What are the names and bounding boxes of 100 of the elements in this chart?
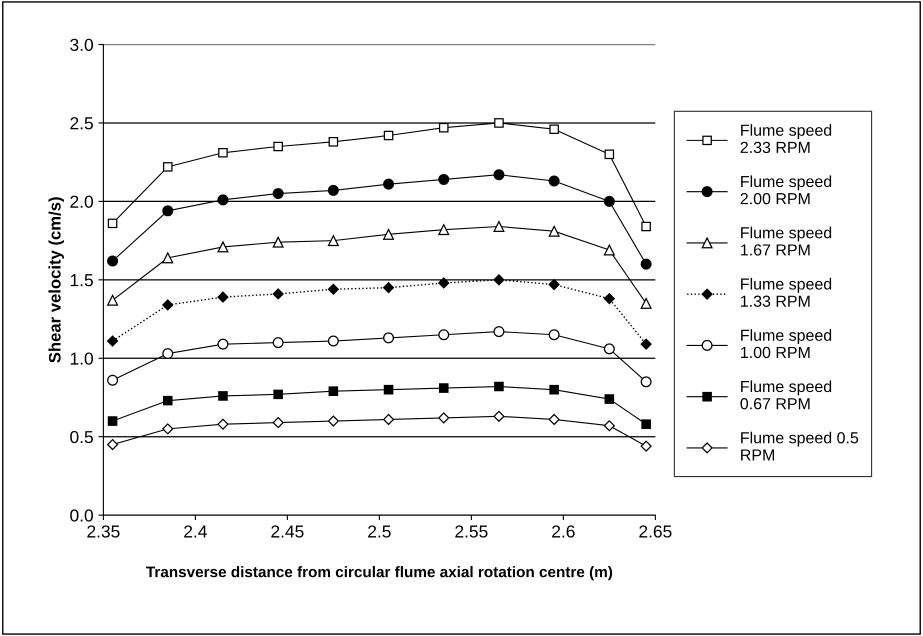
point (640, 298, 652, 309)
point (548, 414, 560, 425)
point (438, 224, 450, 236)
point (217, 418, 228, 430)
point (162, 423, 174, 434)
legend-label: Flume speed 0.67 RPM (740, 380, 832, 410)
point (548, 329, 560, 340)
point (641, 222, 651, 232)
point (162, 252, 174, 264)
x-tick-label: 2.6 (552, 525, 575, 538)
point (272, 236, 284, 248)
point (272, 188, 284, 200)
x-tick-label: 2.4 (184, 525, 207, 538)
x-axis-title: Transverse distance from circular flume axial rotation centre (m) (146, 566, 612, 580)
point (218, 148, 228, 158)
point (494, 118, 504, 128)
point (383, 414, 394, 425)
point (162, 162, 173, 172)
point (328, 184, 339, 196)
point (604, 244, 615, 256)
point (107, 374, 118, 386)
point (328, 415, 339, 427)
point (494, 382, 504, 392)
point (604, 343, 615, 354)
point (549, 124, 559, 134)
y-tick-label: 2.5 (70, 117, 93, 130)
point (604, 394, 614, 404)
point (272, 337, 284, 348)
point (217, 194, 228, 206)
y-tick-label: 3.0 (70, 38, 93, 51)
x-tick-label: 2.35 (87, 525, 120, 538)
point (549, 384, 559, 394)
point (217, 241, 228, 252)
point (493, 326, 504, 338)
point (273, 142, 283, 152)
legend-label: Flume speed 0.5 RPM (741, 432, 858, 460)
y-axis-title: Shear velocity (cm/s) (48, 197, 64, 363)
point (107, 439, 118, 450)
point (328, 136, 338, 147)
point (604, 196, 615, 207)
point (218, 391, 228, 401)
point (641, 419, 651, 429)
point (383, 228, 394, 240)
point (640, 258, 652, 270)
point (108, 218, 118, 228)
point (383, 282, 394, 294)
y-tick-label: 0.5 (70, 430, 93, 444)
point (438, 174, 450, 185)
x-tick-label: 2.45 (271, 525, 304, 538)
point (383, 178, 394, 190)
point (493, 169, 504, 180)
point (273, 390, 283, 400)
point (548, 176, 560, 186)
x-tick-label: 2.65 (639, 525, 672, 538)
legend-label: Flume speed 1.33 RPM (741, 278, 832, 307)
point (107, 294, 118, 306)
point (640, 338, 652, 350)
point (328, 235, 339, 246)
point (162, 299, 174, 310)
point (493, 221, 504, 232)
point (438, 383, 449, 393)
x-tick-label: 2.5 (368, 525, 391, 538)
point (548, 226, 560, 237)
point (493, 410, 504, 422)
y-tick-label: 1.5 (70, 274, 93, 286)
point (108, 416, 118, 426)
legend-label: Flume speed 1.67 RPM (741, 226, 832, 256)
point (107, 335, 118, 347)
point (162, 205, 174, 216)
y-tick-label: 0.0 (70, 509, 93, 522)
point (438, 412, 450, 424)
point (162, 348, 174, 360)
point (328, 336, 339, 347)
legend-label: Flume speed 2.00 RPM (740, 175, 832, 204)
legend-label: Flume speed 1.00 RPM (741, 329, 832, 358)
point (217, 292, 228, 303)
point (217, 338, 228, 350)
y-tick-label: 2.0 (70, 196, 93, 208)
point (328, 386, 338, 396)
point (604, 150, 614, 160)
point (107, 256, 118, 266)
point (640, 440, 652, 452)
point (272, 288, 284, 300)
point (438, 277, 450, 289)
point (604, 293, 615, 304)
point (383, 332, 394, 344)
point (640, 376, 652, 388)
point (162, 396, 173, 406)
x-tick-label: 2.55 (455, 525, 488, 538)
legend-label: Flume speed 2.33 RPM (740, 124, 832, 154)
point (493, 274, 504, 286)
point (438, 122, 449, 132)
point (328, 284, 339, 295)
point (438, 329, 450, 340)
point (548, 279, 560, 290)
point (604, 420, 615, 432)
point (272, 417, 284, 428)
point (384, 384, 394, 394)
y-tick-label: 1.0 (70, 352, 93, 365)
point (384, 130, 394, 140)
